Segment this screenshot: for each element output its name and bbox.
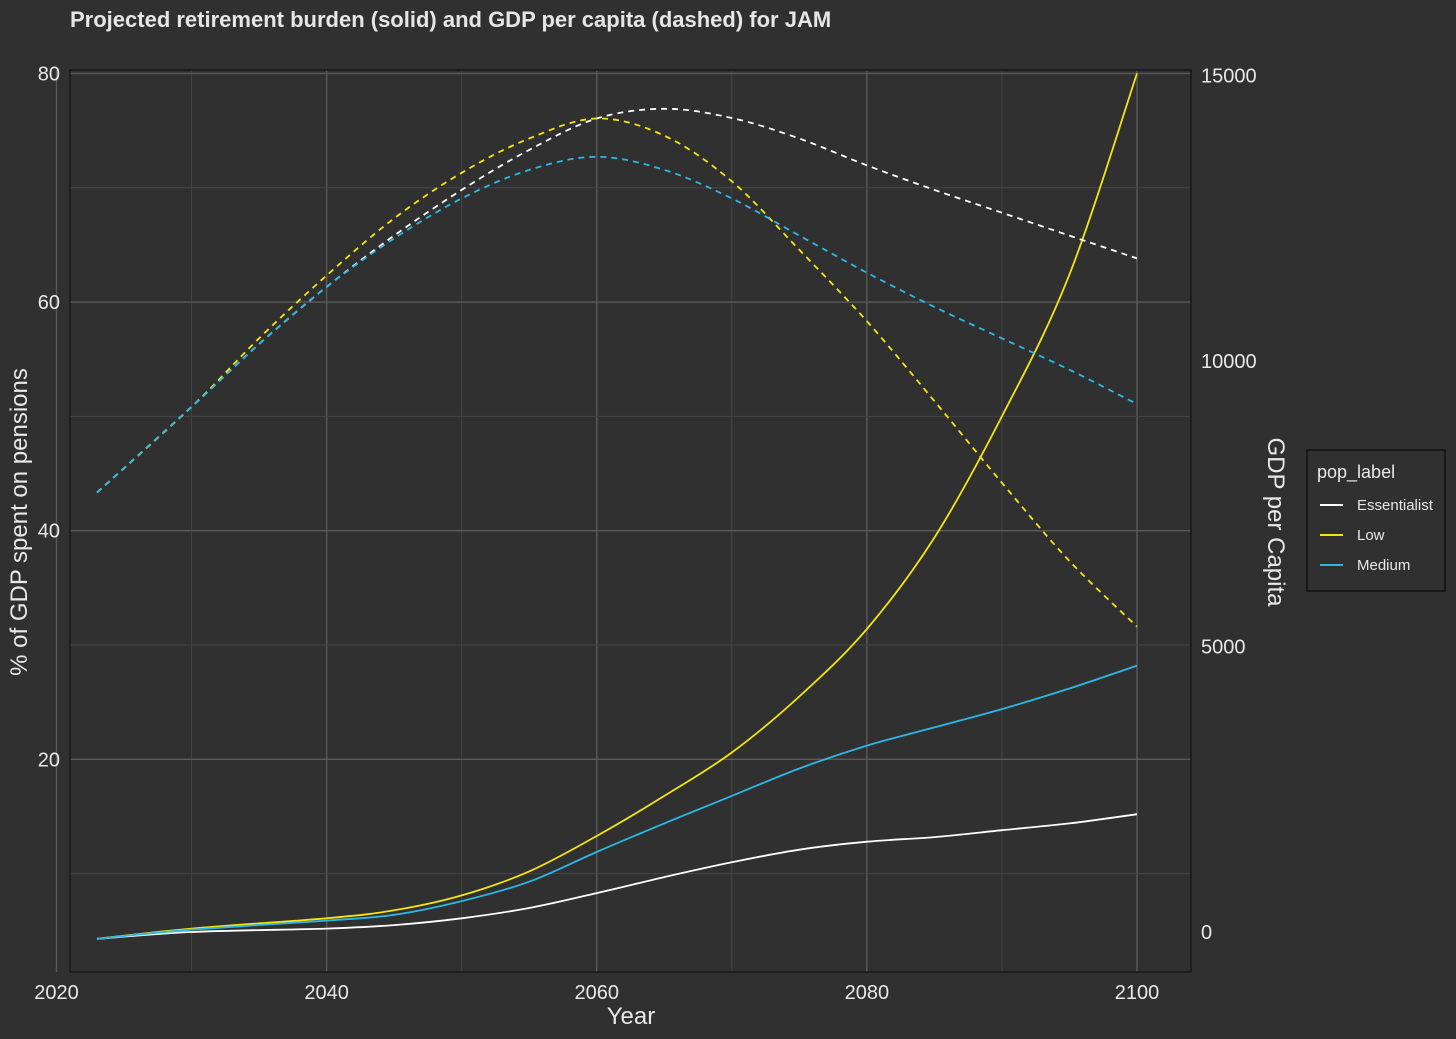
y-tick-label: 80 bbox=[38, 63, 60, 85]
series-line-essentialist-solid bbox=[96, 813, 1138, 940]
series-line-medium-dashed bbox=[96, 155, 1138, 494]
y-axis-title: % of GDP spent on pensions bbox=[6, 368, 33, 676]
legend-label-medium: Medium bbox=[1357, 557, 1410, 574]
legend-label-essentialist: Essentialist bbox=[1357, 497, 1434, 514]
chart-title: Projected retirement burden (solid) and … bbox=[70, 7, 831, 32]
y2-axis-title: GDP per Capita bbox=[1262, 438, 1289, 608]
series-line-low-solid bbox=[96, 73, 1138, 940]
tick-layer: 2020 2040 2060 2080 210020406080050001000015… bbox=[34, 63, 1256, 1004]
x-tick-label: 2100 bbox=[1115, 982, 1160, 1004]
legend-title: pop_label bbox=[1317, 462, 1395, 483]
y2-tick-label: 15000 bbox=[1201, 66, 1257, 88]
plot-border bbox=[69, 69, 1192, 973]
y2-tick-label: 0 bbox=[1201, 922, 1212, 944]
y-tick-label: 40 bbox=[38, 521, 60, 543]
y2-tick-label: 10000 bbox=[1201, 351, 1257, 373]
legend-entries: Essentialist Low Medium bbox=[1320, 497, 1434, 574]
legend-label-low: Low bbox=[1357, 527, 1385, 544]
x-tick-label: 2080 bbox=[845, 982, 890, 1004]
y2-tick-label: 5000 bbox=[1201, 637, 1246, 659]
x-tick-label: 2040 bbox=[304, 982, 349, 1004]
x-tick-label: 2060 bbox=[574, 982, 619, 1004]
legend-box bbox=[1306, 449, 1446, 592]
y-tick-label: 60 bbox=[38, 292, 60, 314]
x-axis-title: Year bbox=[607, 1003, 656, 1030]
series-layer bbox=[96, 73, 1138, 940]
x-tick-label: 2020 bbox=[34, 982, 79, 1004]
series-line-medium-solid bbox=[96, 664, 1138, 940]
grid-layer bbox=[55, 70, 1191, 972]
series-line-low-dashed bbox=[96, 117, 1138, 628]
y-tick-label: 20 bbox=[38, 749, 60, 771]
legend: pop_label Essentialist Low Medium bbox=[1306, 449, 1446, 592]
